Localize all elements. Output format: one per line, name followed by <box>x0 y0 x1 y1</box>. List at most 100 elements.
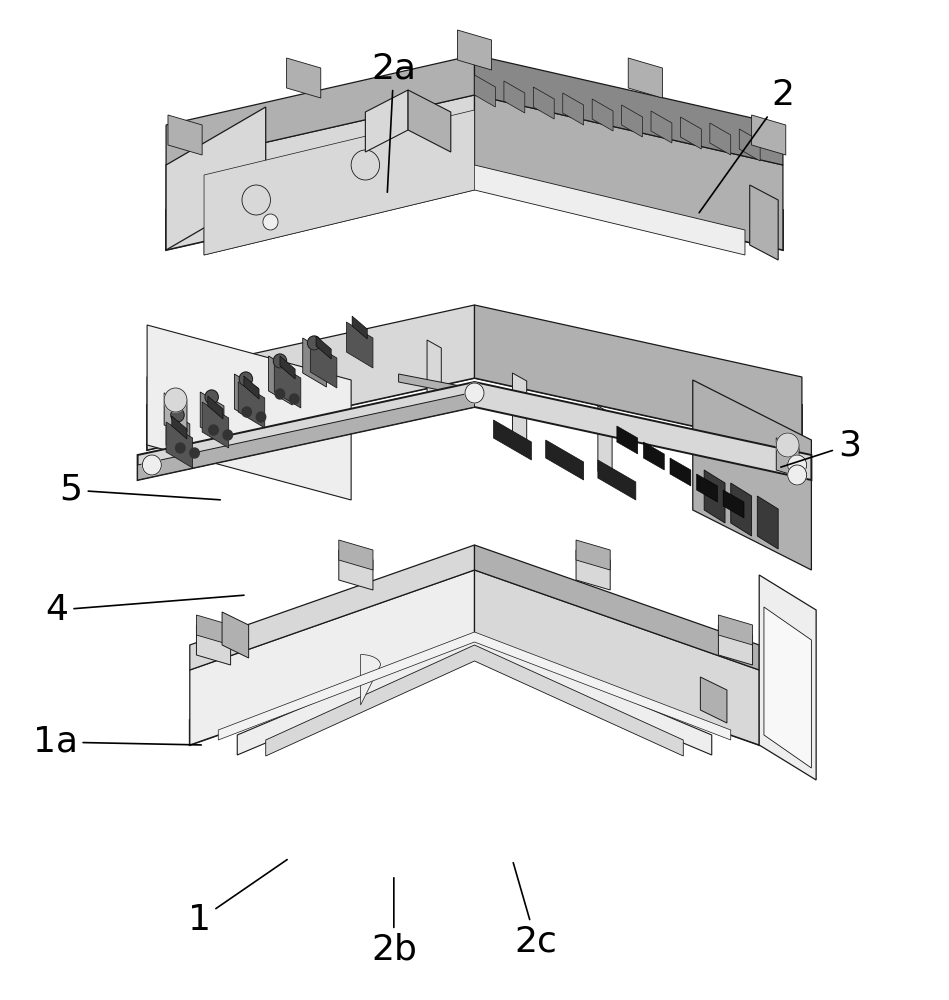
Polygon shape <box>310 342 337 388</box>
Polygon shape <box>493 420 531 460</box>
Polygon shape <box>474 545 759 670</box>
Polygon shape <box>533 87 554 119</box>
Polygon shape <box>474 305 802 450</box>
Polygon shape <box>759 575 816 780</box>
Text: 3: 3 <box>781 428 861 467</box>
Polygon shape <box>457 30 492 70</box>
Polygon shape <box>670 458 691 486</box>
Polygon shape <box>274 362 301 408</box>
Polygon shape <box>710 123 731 155</box>
Polygon shape <box>750 185 778 260</box>
Polygon shape <box>365 90 408 152</box>
Polygon shape <box>138 382 811 480</box>
Circle shape <box>776 433 799 457</box>
Polygon shape <box>361 654 381 705</box>
Polygon shape <box>266 645 683 756</box>
Polygon shape <box>576 540 610 570</box>
Circle shape <box>171 408 184 422</box>
Circle shape <box>239 372 252 386</box>
Polygon shape <box>628 58 662 98</box>
Polygon shape <box>202 402 229 448</box>
Polygon shape <box>234 374 258 423</box>
Circle shape <box>289 394 299 404</box>
Polygon shape <box>166 95 474 250</box>
Polygon shape <box>269 356 292 405</box>
Polygon shape <box>680 117 701 149</box>
Polygon shape <box>697 474 717 502</box>
Polygon shape <box>280 356 295 379</box>
Polygon shape <box>598 460 636 500</box>
Polygon shape <box>166 140 783 250</box>
Polygon shape <box>168 115 202 155</box>
Circle shape <box>190 448 199 458</box>
Polygon shape <box>196 625 231 665</box>
Polygon shape <box>622 105 642 137</box>
Text: 2a: 2a <box>371 51 417 192</box>
Polygon shape <box>598 406 612 479</box>
Polygon shape <box>693 380 811 570</box>
Polygon shape <box>776 438 799 477</box>
Polygon shape <box>704 470 725 523</box>
Circle shape <box>351 150 380 180</box>
Polygon shape <box>474 55 783 165</box>
Circle shape <box>307 336 321 350</box>
Polygon shape <box>222 612 249 658</box>
Polygon shape <box>147 305 474 450</box>
Circle shape <box>209 425 218 435</box>
Polygon shape <box>339 550 373 590</box>
Polygon shape <box>147 325 351 500</box>
Circle shape <box>205 390 218 404</box>
Text: 1a: 1a <box>32 725 201 759</box>
Polygon shape <box>474 570 759 745</box>
Polygon shape <box>204 165 745 255</box>
Polygon shape <box>172 416 187 439</box>
Polygon shape <box>739 129 760 161</box>
Polygon shape <box>287 58 321 98</box>
Polygon shape <box>617 426 638 454</box>
Polygon shape <box>190 545 474 670</box>
Polygon shape <box>166 410 190 459</box>
Circle shape <box>465 383 484 403</box>
Polygon shape <box>731 483 752 536</box>
Polygon shape <box>190 620 759 745</box>
Polygon shape <box>563 93 584 125</box>
Polygon shape <box>244 376 259 399</box>
Polygon shape <box>316 336 331 359</box>
Circle shape <box>263 214 278 230</box>
Text: 2: 2 <box>699 78 794 213</box>
Polygon shape <box>147 332 802 450</box>
Polygon shape <box>138 392 474 480</box>
Circle shape <box>273 354 287 368</box>
Polygon shape <box>166 422 193 468</box>
Polygon shape <box>164 393 187 432</box>
Polygon shape <box>204 110 474 255</box>
Polygon shape <box>718 615 753 645</box>
Polygon shape <box>218 632 731 740</box>
Polygon shape <box>399 374 698 440</box>
Polygon shape <box>546 440 584 480</box>
Text: 1: 1 <box>188 860 288 937</box>
Text: 2c: 2c <box>513 863 558 959</box>
Text: 2b: 2b <box>371 878 417 967</box>
Polygon shape <box>512 373 527 446</box>
Polygon shape <box>757 496 778 549</box>
Polygon shape <box>196 615 231 645</box>
Circle shape <box>242 407 251 417</box>
Polygon shape <box>700 677 727 723</box>
Polygon shape <box>752 115 786 155</box>
Polygon shape <box>238 382 265 428</box>
Polygon shape <box>474 75 495 107</box>
Polygon shape <box>718 625 753 665</box>
Polygon shape <box>200 392 224 441</box>
Text: 4: 4 <box>46 593 244 627</box>
Polygon shape <box>303 338 326 387</box>
Polygon shape <box>166 107 266 250</box>
Polygon shape <box>504 81 525 113</box>
Circle shape <box>142 455 161 475</box>
Circle shape <box>275 389 285 399</box>
Polygon shape <box>643 442 664 470</box>
Circle shape <box>788 455 807 475</box>
Polygon shape <box>352 316 367 339</box>
Polygon shape <box>592 99 613 131</box>
Circle shape <box>176 443 185 453</box>
